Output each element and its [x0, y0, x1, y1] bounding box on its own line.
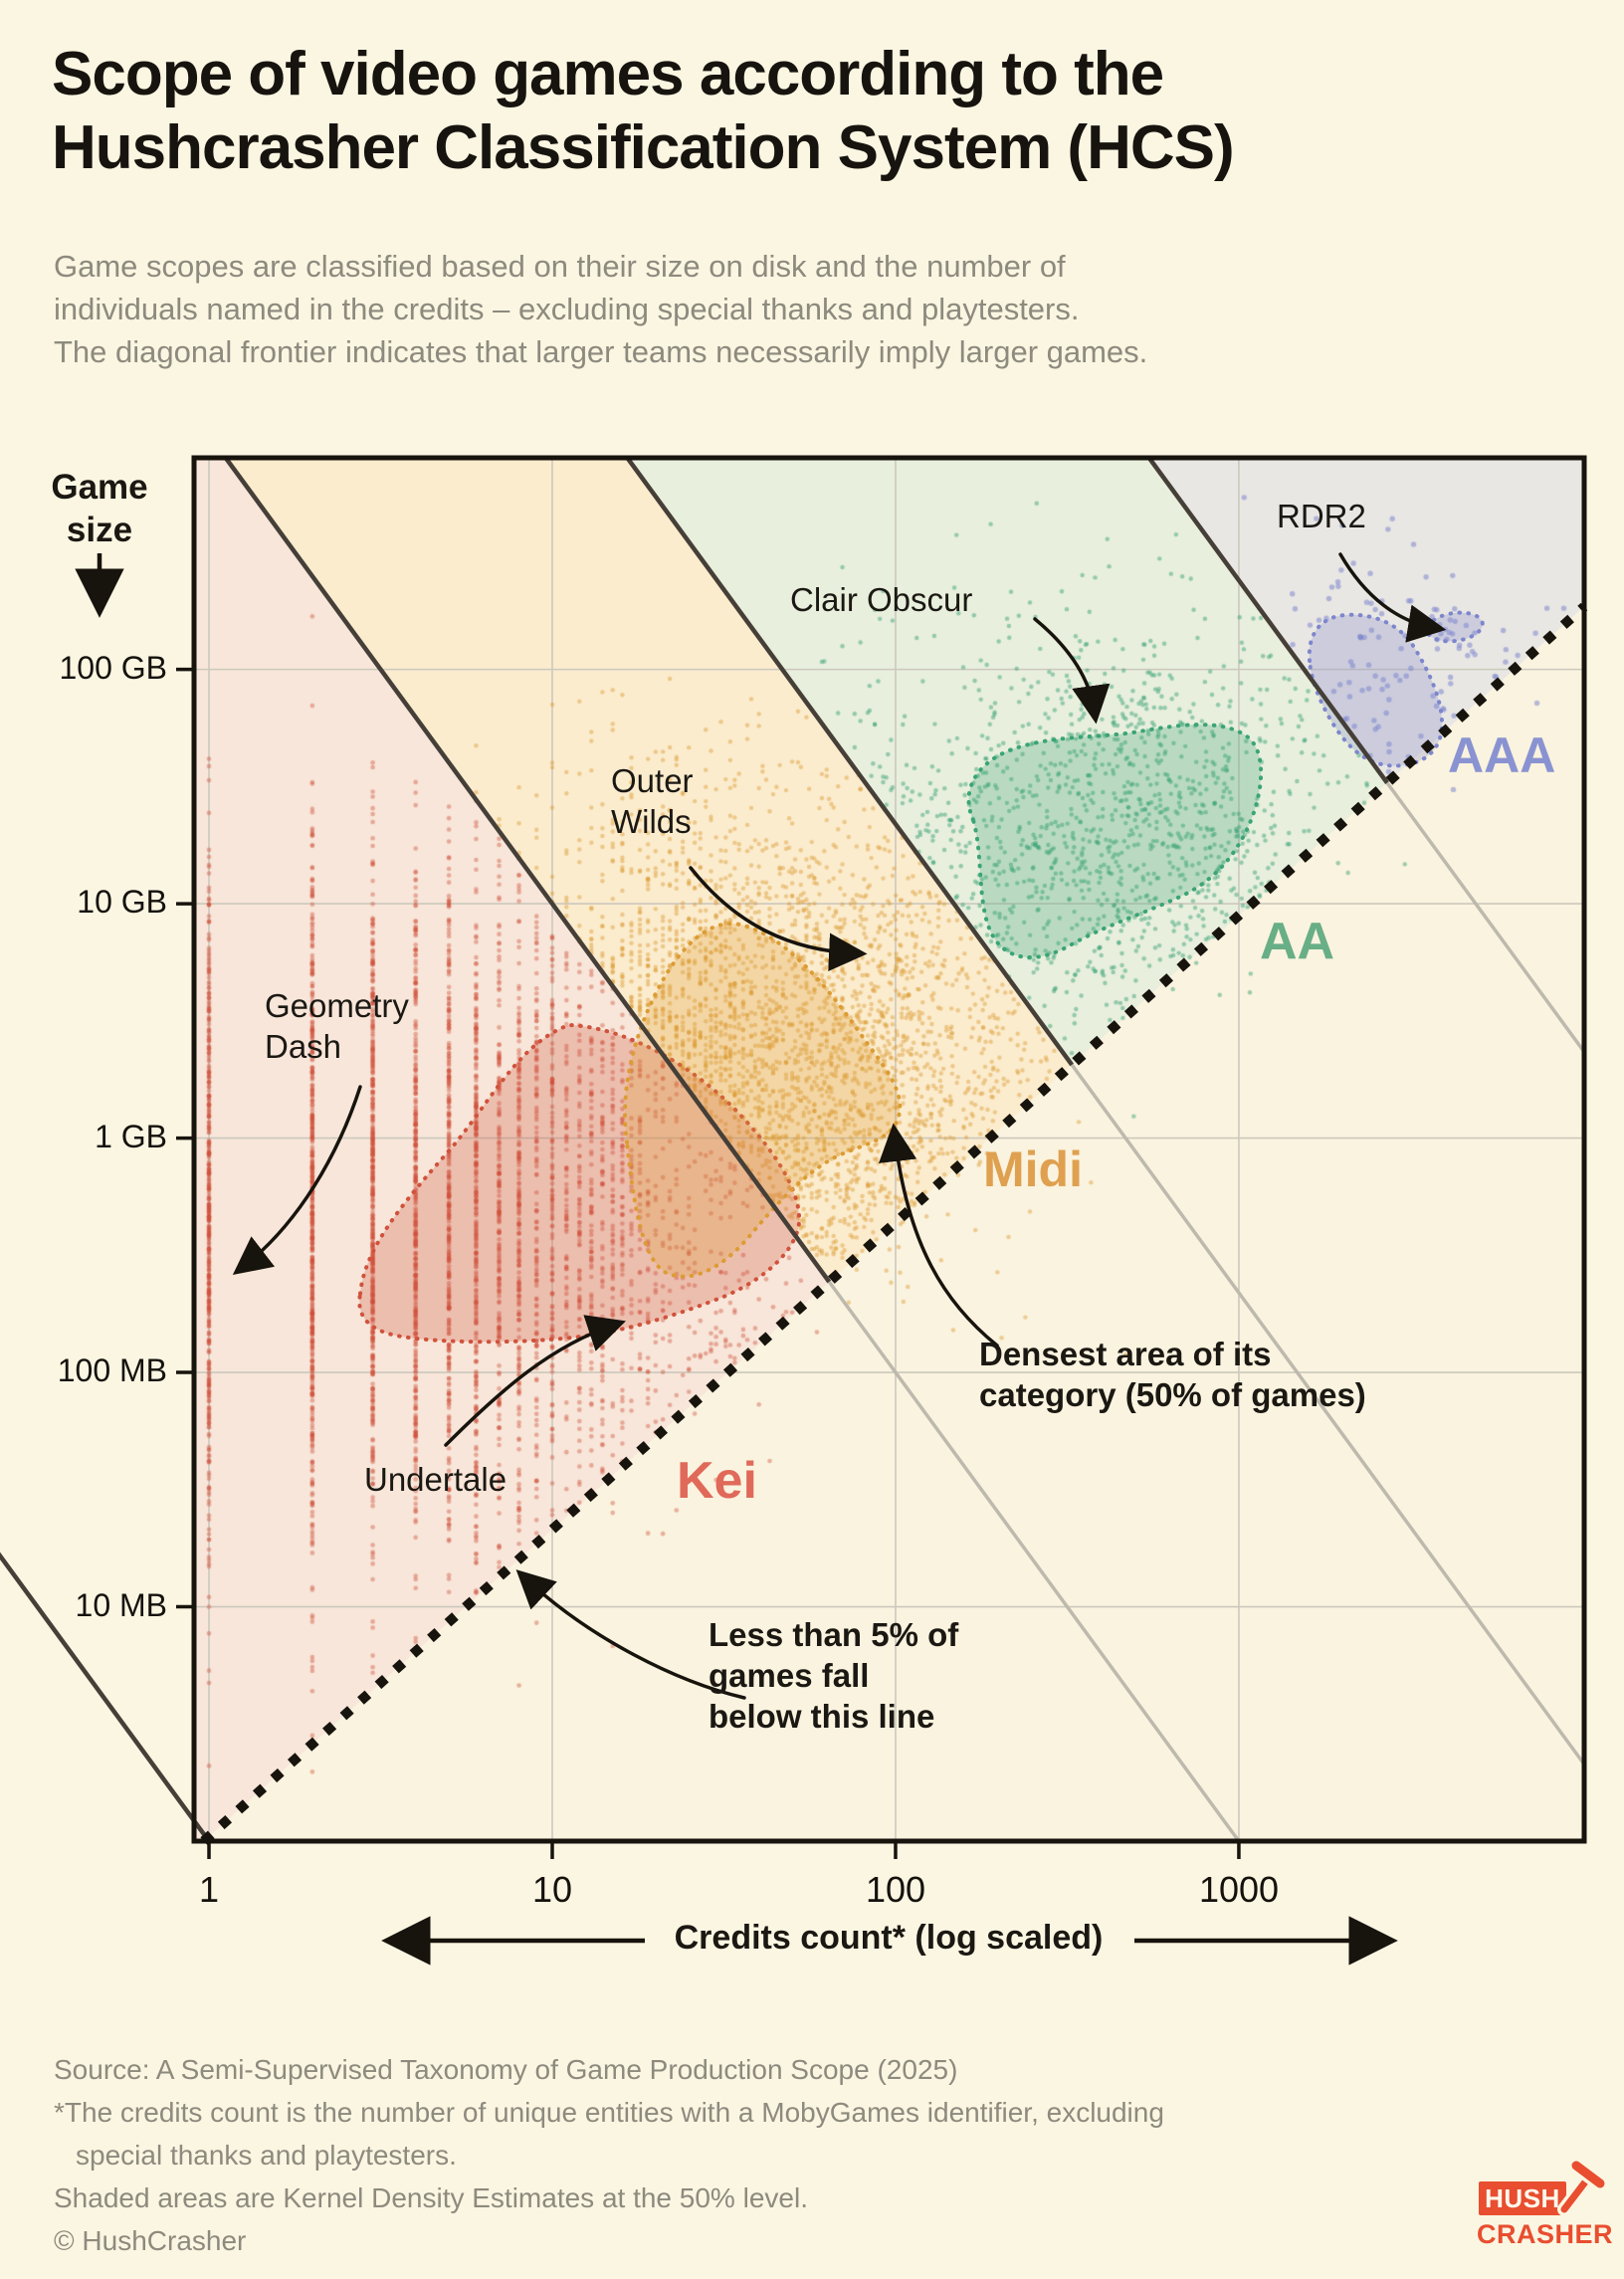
x-tick-1000: 1000	[1198, 1869, 1280, 1910]
title-line-1: Scope of video games according to the	[52, 40, 1164, 108]
y-tick-100gb: 100 GB	[59, 650, 167, 686]
x-tick-1: 1	[198, 1869, 220, 1910]
y-axis-title-line-1: Game	[51, 468, 148, 507]
x-tick-100: 100	[865, 1869, 926, 1910]
footer-note-2: special thanks and playtesters.	[76, 2140, 457, 2171]
footer-copyright: © HushCrasher	[54, 2225, 247, 2256]
category-label-aaa: AAA	[1448, 727, 1556, 783]
y-tick-1gb: 1 GB	[95, 1119, 167, 1154]
y-tick-10gb: 10 GB	[77, 884, 167, 920]
y-axis-title: Game size	[20, 466, 179, 551]
footer-kde-note: Shaded areas are Kernel Density Estimate…	[54, 2182, 808, 2213]
title-line-2: Hushcrasher Classification System (HCS)	[52, 113, 1235, 182]
x-axis-title: Credits count* (log scaled)	[674, 1919, 1104, 1957]
category-label-midi: Midi	[983, 1141, 1083, 1197]
subtitle-line-2: individuals named in the credits – exclu…	[54, 292, 1080, 326]
category-label-kei: Kei	[677, 1452, 757, 1510]
hushcrasher-logo-box: HUSH	[1479, 2181, 1566, 2215]
annotation-densest-area: Densest area of its category (50% of gam…	[979, 1336, 1366, 1413]
annotation-undertale: Undertale	[364, 1461, 508, 1498]
subtitle-line-3: The diagonal frontier indicates that lar…	[54, 334, 1148, 369]
annotation-rdr2: RDR2	[1277, 498, 1366, 534]
x-tick-10: 10	[531, 1869, 573, 1910]
y-tick-100mb: 100 MB	[57, 1352, 167, 1388]
footer: Source: A Semi-Supervised Taxonomy of Ga…	[54, 2048, 1164, 2262]
logo-crasher-text: CRASHER	[1477, 2219, 1614, 2249]
annotation-less-than-5pct: Less than 5% of games fall below this li…	[709, 1616, 959, 1735]
page-subtitle: Game scopes are classified based on thei…	[54, 245, 1147, 373]
y-axis-title-line-2: size	[66, 511, 133, 549]
logo-hush-text: HUSH	[1485, 2182, 1560, 2213]
hammer-icon	[1557, 2158, 1608, 2216]
footer-note-1: *The credits count is the number of uniq…	[54, 2097, 1164, 2128]
y-tick-10mb: 10 MB	[75, 1587, 167, 1623]
subtitle-line-1: Game scopes are classified based on thei…	[54, 249, 1066, 284]
annotation-outer-wilds: Outer Wilds	[611, 762, 694, 840]
category-label-aa: AA	[1260, 913, 1335, 970]
annotation-clair-obscur: Clair Obscur	[790, 581, 973, 618]
footer-source: Source: A Semi-Supervised Taxonomy of Ga…	[54, 2054, 958, 2085]
annotation-geometry-dash: Geometry Dash	[265, 987, 409, 1065]
page-title: Scope of video games according to the Hu…	[52, 38, 1235, 185]
